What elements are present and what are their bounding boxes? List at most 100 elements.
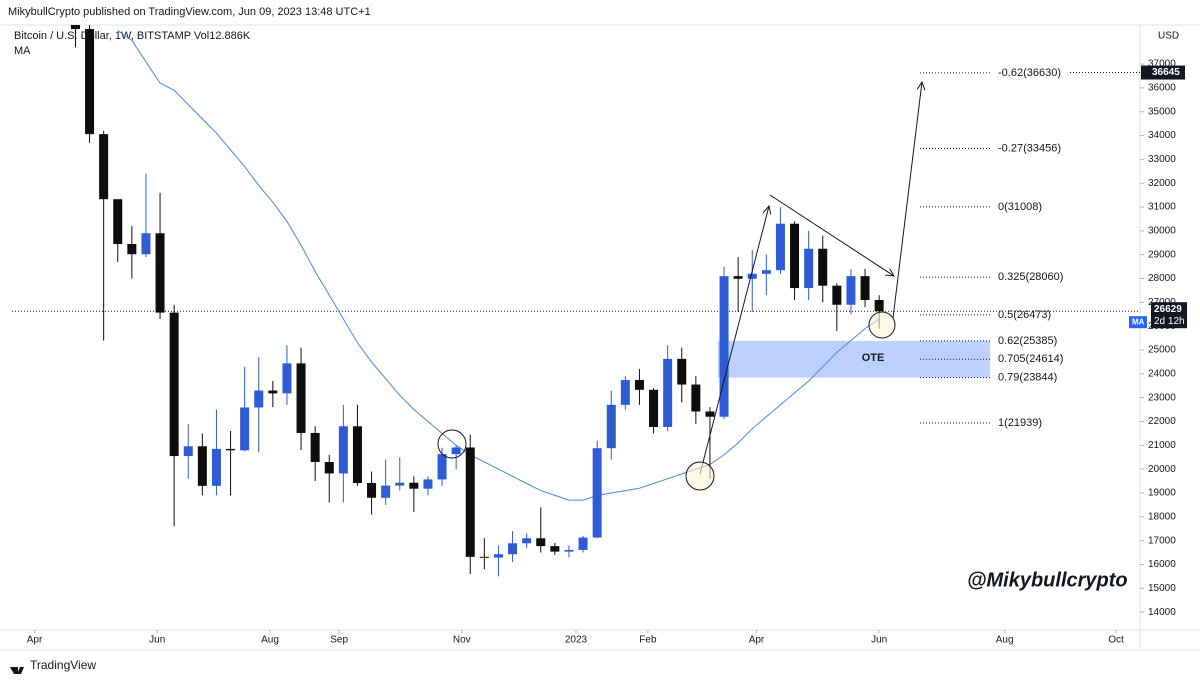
ma-price-box xyxy=(1129,316,1147,329)
candle-body xyxy=(381,485,391,498)
countdown-label: 2d 12h xyxy=(1154,316,1185,327)
y-tick-label: 21000 xyxy=(1148,440,1176,451)
candle-body xyxy=(197,446,207,486)
y-tick-label: 29000 xyxy=(1148,249,1176,260)
highlight-circle xyxy=(685,461,715,491)
candle-body xyxy=(790,223,800,289)
fib-label: 0.325(28060) xyxy=(998,271,1063,283)
candle-body xyxy=(70,25,80,30)
candle-body xyxy=(775,223,785,271)
candle-body xyxy=(818,248,828,286)
x-tick-label: Jun xyxy=(149,635,165,646)
candle-body xyxy=(282,363,292,394)
y-tick-label: 32000 xyxy=(1148,178,1176,189)
tv-logo xyxy=(10,667,24,674)
candle-body xyxy=(493,554,503,558)
y-tick-label: 25000 xyxy=(1148,345,1176,356)
fib-label: 0.62(25385) xyxy=(998,335,1057,347)
candle-body xyxy=(550,546,560,552)
candle-body xyxy=(268,390,278,394)
x-tick-label: 2023 xyxy=(565,635,588,646)
candle-body xyxy=(296,363,306,433)
candle-body xyxy=(634,380,644,390)
candle-body xyxy=(240,407,250,451)
candle-body xyxy=(409,482,419,489)
candle-body xyxy=(324,462,334,474)
candle-body xyxy=(141,233,151,255)
x-tick-label: Sep xyxy=(330,635,348,646)
x-tick-label: Jun xyxy=(871,635,887,646)
fib-label: -0.62(36630) xyxy=(998,67,1061,79)
candle-body xyxy=(620,380,630,405)
candle-body xyxy=(99,134,109,200)
candle-body xyxy=(127,243,137,255)
y-tick-label: 20000 xyxy=(1148,464,1176,475)
candle-body xyxy=(423,479,433,489)
candle-body xyxy=(310,432,320,463)
footer-brand: TradingView xyxy=(30,658,96,672)
fib-label: 1(21939) xyxy=(998,417,1042,429)
arrow xyxy=(699,206,769,475)
plot-area xyxy=(12,25,1140,577)
fib-label: 0.79(23844) xyxy=(998,371,1057,383)
y-tick-label: 35000 xyxy=(1148,106,1176,117)
ote-zone xyxy=(718,340,990,378)
candle-body xyxy=(846,276,856,305)
candle-body xyxy=(564,549,574,552)
ma-price-label: MA xyxy=(1132,317,1145,326)
candle-body xyxy=(465,447,475,557)
drawings xyxy=(437,82,922,491)
candle-body xyxy=(761,270,771,274)
y-tick-label: 17000 xyxy=(1148,535,1176,546)
candle-body xyxy=(367,482,377,498)
highlight-circle xyxy=(868,311,896,339)
current-price-label: 26629 xyxy=(1154,304,1182,315)
y-tick-label: 34000 xyxy=(1148,130,1176,141)
y-tick-label: 33000 xyxy=(1148,154,1176,165)
currency-label: USD xyxy=(1158,31,1179,42)
candle-body xyxy=(860,276,870,300)
fib-label: 0.5(26473) xyxy=(998,309,1051,321)
candle-body xyxy=(169,312,179,457)
candle-body xyxy=(522,538,532,544)
symbol-title: Bitcoin / U.S. Dollar, 1W, BITSTAMP Vol1… xyxy=(14,30,251,42)
candle-body xyxy=(183,446,193,457)
candle-body xyxy=(479,556,489,558)
candle-body xyxy=(804,248,814,289)
y-tick-label: 16000 xyxy=(1148,559,1176,570)
published-line: MikybullCrypto published on TradingView.… xyxy=(8,6,371,18)
y-tick-label: 31000 xyxy=(1148,202,1176,213)
y-tick-label: 24000 xyxy=(1148,368,1176,379)
y-tick-label: 37000 xyxy=(1148,59,1176,70)
arrow xyxy=(892,82,922,319)
x-tick-label: Apr xyxy=(27,635,43,646)
marker-price-label: 36645 xyxy=(1152,67,1180,78)
y-tick-label: 15000 xyxy=(1148,583,1176,594)
highlight-circle xyxy=(437,429,467,459)
y-tick-label: 19000 xyxy=(1148,488,1176,499)
ma-line xyxy=(117,30,880,501)
candle-body xyxy=(352,426,362,483)
x-tick-label: Apr xyxy=(749,635,765,646)
candle-body xyxy=(719,276,729,417)
y-tick-label: 14000 xyxy=(1148,607,1176,618)
trend-arrow xyxy=(769,194,894,276)
y-tick-label: 30000 xyxy=(1148,226,1176,237)
fib-label: 0(31008) xyxy=(998,201,1042,213)
candle-body xyxy=(113,199,123,244)
current-price-box xyxy=(1151,302,1187,329)
candle-body xyxy=(832,285,842,305)
ote-label: OTE xyxy=(862,352,885,364)
candle-body xyxy=(85,29,95,135)
candle-body xyxy=(677,358,687,385)
fib-label: -0.27(33456) xyxy=(998,142,1061,154)
x-tick-label: Oct xyxy=(1108,635,1124,646)
candle-body xyxy=(155,233,165,313)
candle-body xyxy=(338,426,348,474)
candle-body xyxy=(536,538,546,547)
y-tick-label: 22000 xyxy=(1148,416,1176,427)
candle-body xyxy=(451,447,461,455)
